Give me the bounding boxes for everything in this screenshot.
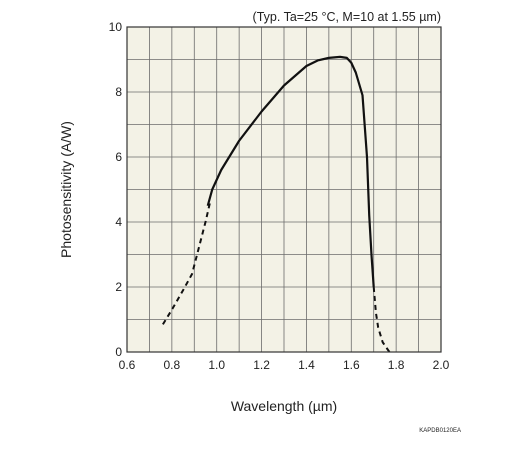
dashed-curve-segment-3	[372, 286, 391, 353]
y-tick-label: 4	[115, 215, 122, 229]
x-tick-label: 1.4	[298, 358, 315, 372]
x-axis-label: Wavelength (µm)	[231, 398, 337, 414]
figure-code: KAPDB0120EA	[419, 428, 461, 434]
x-tick-label: 1.8	[388, 358, 405, 372]
x-tick-labels: 0.6 0.8 1.0 1.2 1.4 1.6 1.8 2.0	[119, 358, 450, 372]
conditions-annotation: (Typ. Ta=25 °C, M=10 at 1.55 µm)	[253, 10, 441, 24]
y-tick-label: 8	[115, 85, 122, 99]
y-tick-labels: 0 2 4 6 8 10	[109, 20, 123, 359]
y-tick-label: 0	[115, 345, 122, 359]
x-tick-label: 2.0	[433, 358, 450, 372]
x-tick-label: 1.6	[343, 358, 360, 372]
x-tick-label: 0.6	[119, 358, 136, 372]
y-tick-label: 10	[109, 20, 123, 34]
plot-frame	[126, 26, 442, 353]
x-tick-label: 1.0	[208, 358, 225, 372]
data-series	[162, 55, 391, 353]
solid-curve-segment-2	[206, 55, 375, 288]
y-axis-label: Photosensitivity (A/W)	[58, 121, 74, 258]
y-tick-label: 6	[115, 150, 122, 164]
y-tick-label: 2	[115, 280, 122, 294]
x-tick-label: 0.8	[164, 358, 181, 372]
dashed-curve-segment-1	[162, 202, 211, 325]
x-tick-label: 1.2	[253, 358, 270, 372]
